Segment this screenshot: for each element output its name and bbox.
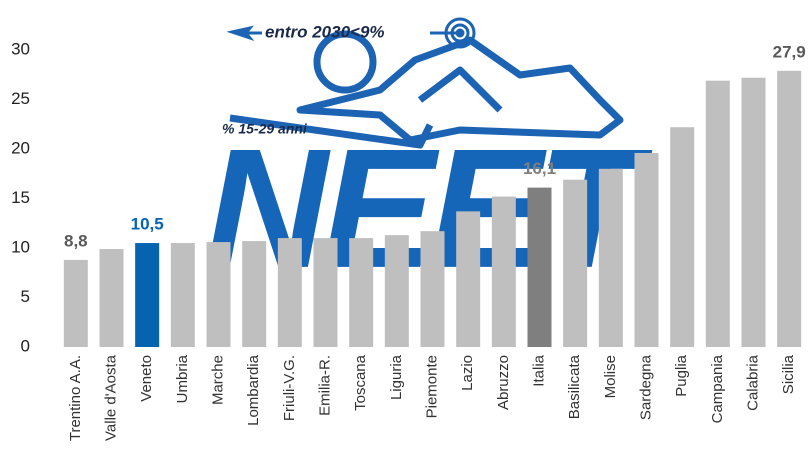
value-label: 8,8 [64,231,88,250]
x-tick-label: Liguria [388,354,405,400]
bar [277,238,302,347]
bar [313,238,338,347]
bar [206,242,231,347]
bar [563,179,588,347]
x-tick-label: Sicilia [780,354,797,394]
x-tick-label: Lazio [459,355,476,391]
logo-tagline: entro 2030<9% [265,22,385,41]
x-tick-label: Campania [709,354,726,423]
bar [527,187,552,347]
bar [634,152,659,347]
bar [349,238,374,347]
x-tick-label: Piemonte [423,355,440,418]
bar [777,70,802,347]
bar [456,211,481,347]
x-tick-label: Umbria [174,354,191,403]
target [430,17,476,49]
x-tick-label: Puglia [673,354,690,396]
x-tick-label: Sardegna [637,354,654,420]
bar [491,196,516,347]
y-tick-label: 0 [21,336,30,355]
y-tick-label: 30 [11,39,30,58]
y-tick-label: 10 [11,237,30,256]
bar [135,243,160,347]
x-tick-label: Molise [602,355,619,398]
bar [384,235,409,347]
x-tick-label: Lombardia [245,354,262,426]
logo-subtitle: % 15-29 anni [222,121,308,137]
bar [99,248,124,347]
bar [170,243,195,347]
x-tick-label: Basilicata [566,354,583,419]
x-tick-label: Toscana [352,354,369,411]
x-tick-label: Veneto [138,355,155,402]
y-tick-label: 15 [11,188,30,207]
bar [63,259,88,347]
bar [741,77,766,347]
bar [420,231,445,347]
bar [242,241,267,347]
x-tick-label: Abruzzo [495,355,512,410]
x-tick-label: Valle d'Aosta [102,354,119,441]
x-tick-label: Calabria [744,354,761,411]
bar [705,80,730,347]
value-label: 10,5 [131,215,164,234]
bar [598,168,623,347]
y-tick-label: 25 [11,89,30,108]
y-tick-label: 5 [21,287,30,306]
value-label: 27,9 [773,42,806,61]
x-tick-label: Friuli-V.G. [281,355,298,421]
value-label: 16,1 [523,159,556,178]
x-tick-label: Emilia-R. [316,355,333,416]
y-tick-label: 20 [11,138,30,157]
bar [670,127,695,347]
x-tick-label: Trentino A.A. [67,355,84,441]
x-tick-label: Marche [209,355,226,405]
arrow [226,25,262,42]
x-tick-label: Italia [530,354,547,386]
